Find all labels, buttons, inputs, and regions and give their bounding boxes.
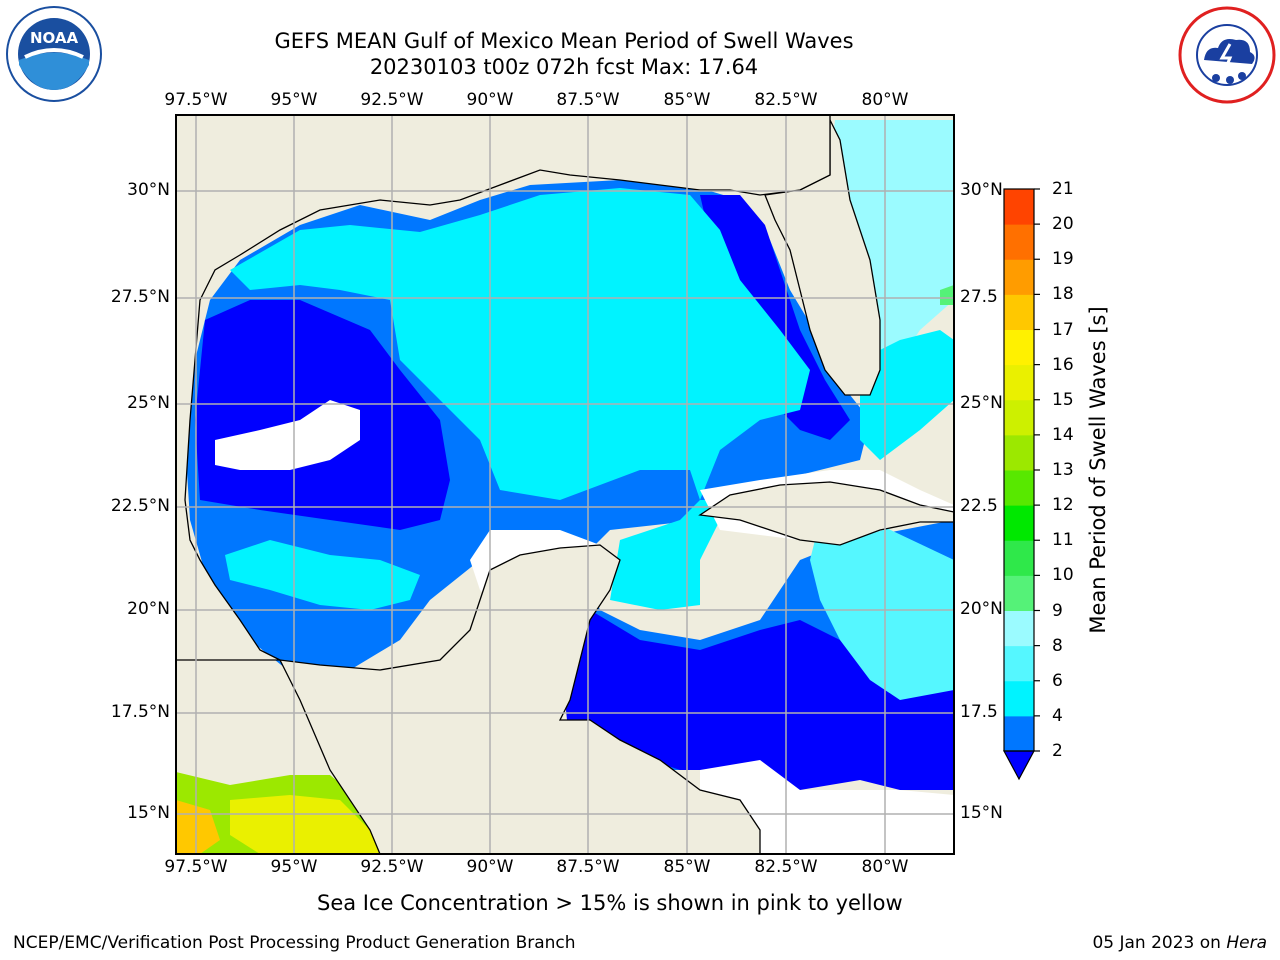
colorbar-box bbox=[1004, 680, 1034, 717]
land-cuba bbox=[698, 481, 954, 546]
footer-host: Hera bbox=[1226, 933, 1267, 953]
lat-tick-right: 20°N bbox=[960, 599, 1003, 619]
gulf-water-cyan bbox=[230, 188, 810, 610]
colorbar-tick-label: 14 bbox=[1052, 424, 1074, 445]
colorbar-box bbox=[1004, 364, 1034, 401]
atlantic-cyan-strip bbox=[860, 330, 954, 460]
lon-tick-top: 97.5°W bbox=[164, 90, 228, 110]
noaa-logo: NOAA bbox=[6, 6, 102, 102]
colorbar-box bbox=[1004, 645, 1034, 682]
lon-tick-top: 85°W bbox=[663, 90, 711, 110]
atlantic-green-patch bbox=[940, 285, 954, 305]
lat-tick-right: 27.5 bbox=[960, 287, 998, 307]
colorbar-box bbox=[1004, 610, 1034, 647]
colorbar-tick-label: 13 bbox=[1052, 460, 1074, 480]
no-data-patch-west bbox=[215, 400, 360, 470]
colorbar-tick-label: 2 bbox=[1052, 741, 1063, 761]
nws-logo bbox=[1178, 6, 1276, 104]
colorbar-tick-label: 15 bbox=[1052, 389, 1074, 410]
colorbar-box bbox=[1004, 224, 1034, 260]
colorbar-tick-label: 18 bbox=[1052, 284, 1074, 305]
land-us-coast bbox=[176, 115, 831, 661]
lon-tick-bottom: 90°W bbox=[466, 857, 514, 877]
lat-tick-left: 27.5°N bbox=[110, 287, 170, 307]
footer-credit: NCEP/EMC/Verification Post Processing Pr… bbox=[13, 933, 576, 953]
colorbar-box bbox=[1004, 470, 1034, 506]
lon-tick-top: 90°W bbox=[466, 90, 514, 110]
lon-tick-bottom: 95°W bbox=[270, 857, 318, 877]
lat-tick-right: 15°N bbox=[960, 803, 1003, 823]
colorbar-box bbox=[1004, 259, 1034, 295]
lat-tick-right: 25°N bbox=[960, 393, 1003, 413]
colorbar bbox=[1002, 188, 1040, 781]
colorbar-box bbox=[1004, 294, 1034, 330]
colorbar-tick-label: 21 bbox=[1052, 179, 1074, 199]
colorbar-tick-label: 8 bbox=[1052, 635, 1063, 656]
lat-tick-left: 30°N bbox=[127, 180, 170, 200]
lon-tick-bottom: 87.5°W bbox=[556, 857, 620, 877]
lon-tick-bottom: 82.5°W bbox=[754, 857, 818, 877]
lat-tick-left: 17.5°N bbox=[110, 702, 170, 722]
east-gulf-dark-water bbox=[700, 195, 850, 440]
footer-date-text: 05 Jan 2023 on bbox=[1092, 933, 1227, 953]
lat-tick-left: 20°N bbox=[127, 599, 170, 619]
lat-tick-right: 17.5 bbox=[960, 702, 998, 722]
colorbar-box bbox=[1004, 399, 1034, 436]
colorbar-box bbox=[1004, 715, 1034, 752]
colorbar-box bbox=[1004, 329, 1034, 366]
chart-title: GEFS MEAN Gulf of Mexico Mean Period of … bbox=[274, 29, 854, 53]
colorbar-box bbox=[1004, 434, 1034, 471]
pacific-yellow-patch bbox=[230, 795, 380, 854]
lat-tick-left: 25°N bbox=[127, 393, 170, 413]
colorbar-extend-triangle bbox=[1002, 750, 1036, 781]
colorbar-box bbox=[1004, 505, 1034, 541]
colorbar-title: Mean Period of Swell Waves [s] bbox=[1086, 306, 1110, 634]
no-data-patch-caribbean bbox=[700, 760, 954, 854]
lat-tick-left: 15°N bbox=[127, 803, 170, 823]
lon-tick-bottom: 92.5°W bbox=[360, 857, 424, 877]
lon-tick-bottom: 80°W bbox=[861, 857, 909, 877]
noaa-logo-text: NOAA bbox=[30, 29, 79, 47]
lon-tick-top: 82.5°W bbox=[754, 90, 818, 110]
lon-tick-top: 92.5°W bbox=[360, 90, 424, 110]
colorbar-tick-label: 9 bbox=[1052, 600, 1063, 621]
map-frame bbox=[175, 114, 955, 855]
lon-tick-bottom: 85°W bbox=[663, 857, 711, 877]
western-cyan-patch bbox=[225, 540, 420, 610]
colorbar-tick-label: 4 bbox=[1052, 705, 1063, 726]
footer-date: 05 Jan 2023 on Hera bbox=[1092, 933, 1267, 953]
lon-tick-bottom: 97.5°W bbox=[164, 857, 228, 877]
colorbar-tick-label: 12 bbox=[1052, 495, 1074, 516]
colorbar-box bbox=[1004, 540, 1034, 576]
colorbar-box bbox=[1004, 575, 1034, 611]
chart-subtitle: 20230103 t00z 072h fcst Max: 17.64 bbox=[369, 55, 759, 79]
colorbar-tick-label: 11 bbox=[1052, 530, 1074, 551]
lon-tick-top: 80°W bbox=[861, 90, 909, 110]
lat-tick-right: 30°N bbox=[960, 180, 1003, 200]
lat-tick-right: 22.5 bbox=[960, 496, 998, 516]
lon-tick-top: 87.5°W bbox=[556, 90, 620, 110]
colorbar-tick-label: 19 bbox=[1052, 249, 1074, 270]
lon-tick-top: 95°W bbox=[270, 90, 318, 110]
colorbar-tick-label: 20 bbox=[1052, 214, 1074, 235]
colorbar-tick-label: 6 bbox=[1052, 670, 1063, 691]
graticule bbox=[176, 115, 954, 854]
colorbar-tick-label: 10 bbox=[1052, 565, 1074, 586]
sea-ice-caption: Sea Ice Concentration > 15% is shown in … bbox=[317, 891, 903, 915]
colorbar-tick-label: 16 bbox=[1052, 354, 1074, 375]
colorbar-box bbox=[1004, 189, 1034, 225]
colorbar-tick-label: 17 bbox=[1052, 319, 1074, 340]
lat-tick-left: 22.5°N bbox=[110, 496, 170, 516]
land-mexico-yucatan bbox=[278, 544, 761, 854]
